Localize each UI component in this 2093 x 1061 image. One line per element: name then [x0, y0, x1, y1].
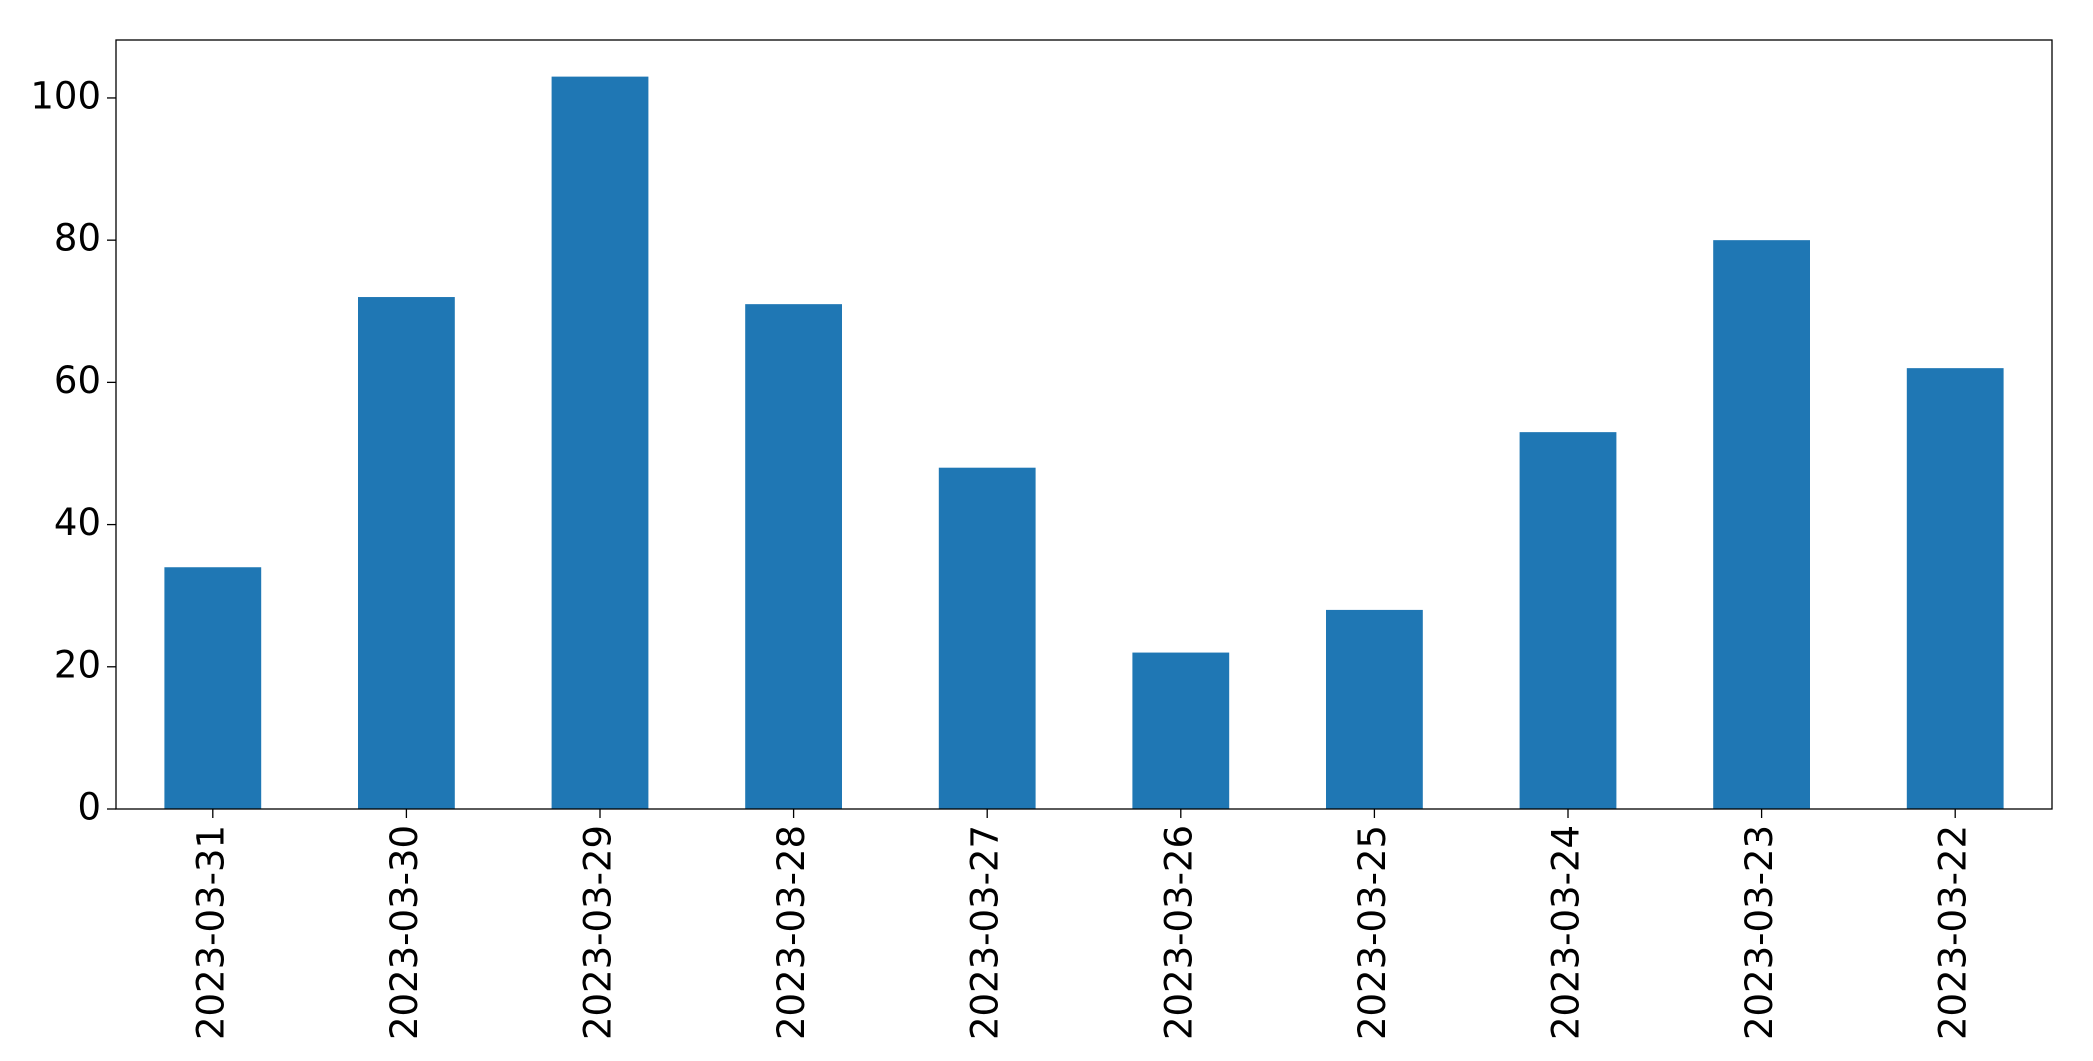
axes-frame — [115, 39, 2053, 810]
y-tick-label: 0 — [77, 786, 101, 829]
x-tick-label: 2023-03-31 — [189, 825, 232, 1040]
x-tick-label: 2023-03-24 — [1545, 825, 1588, 1040]
bar — [164, 567, 262, 809]
y-tick-label: 100 — [30, 74, 101, 117]
bar — [1906, 368, 2004, 809]
bar — [1713, 240, 1810, 810]
x-tick-label: 2023-03-25 — [1351, 825, 1394, 1040]
x-tick-label: 2023-03-29 — [577, 825, 620, 1040]
y-tick-label: 80 — [54, 217, 101, 260]
x-tick-label: 2023-03-26 — [1157, 825, 1200, 1040]
x-tick-label: 2023-03-22 — [1932, 825, 1975, 1040]
bar — [1326, 609, 1423, 809]
x-tick-label: 2023-03-27 — [964, 825, 1007, 1040]
x-tick-label: 2023-03-30 — [383, 825, 426, 1040]
bar — [1519, 432, 1617, 809]
bar — [551, 76, 649, 810]
bar — [358, 297, 455, 809]
y-tick-label: 20 — [54, 643, 101, 686]
x-tick-label: 2023-03-28 — [770, 825, 813, 1040]
bar — [1132, 652, 1230, 809]
y-tick-label: 40 — [54, 501, 101, 544]
y-tick-label: 60 — [54, 359, 101, 402]
x-tick-label: 2023-03-23 — [1738, 825, 1781, 1040]
bar — [938, 467, 1036, 809]
bar — [745, 304, 842, 809]
